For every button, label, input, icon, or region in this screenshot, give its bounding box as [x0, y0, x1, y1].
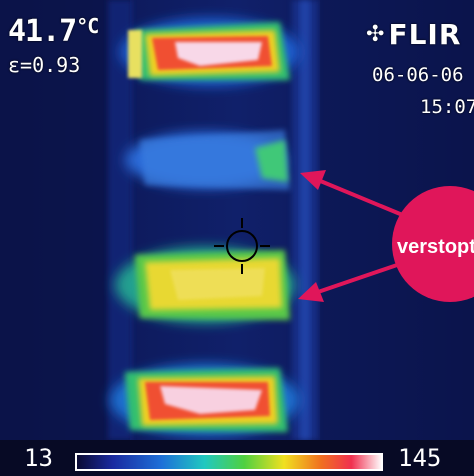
- radiator-hot-top: [120, 18, 300, 86]
- brand-name: FLIR: [388, 18, 462, 51]
- emissivity-readout: ε=0.93: [8, 53, 81, 77]
- annotation-arrows: [298, 170, 406, 302]
- annotation-label: verstopt: [397, 236, 474, 258]
- radiator-cool-middle: [125, 130, 290, 190]
- capture-date: 06-06-06: [372, 64, 464, 86]
- crosshair-icon: [214, 218, 270, 274]
- spot-temperature: 41.7°C: [8, 14, 99, 49]
- annotation-circle: [392, 186, 474, 302]
- scale-max-label: 145: [398, 444, 442, 472]
- radiator-warm-lower: [115, 247, 295, 323]
- brand-logo: ✣ FLIR: [366, 18, 461, 51]
- capture-time: 15:07: [420, 96, 474, 118]
- temperature-scale-bar: [75, 453, 383, 471]
- flir-logo-icon: ✣: [366, 22, 386, 47]
- radiator-hot-bottom: [110, 364, 300, 436]
- scale-min-label: 13: [24, 444, 53, 472]
- temperature-value: 41.7: [8, 14, 77, 49]
- temperature-unit: °C: [76, 14, 99, 38]
